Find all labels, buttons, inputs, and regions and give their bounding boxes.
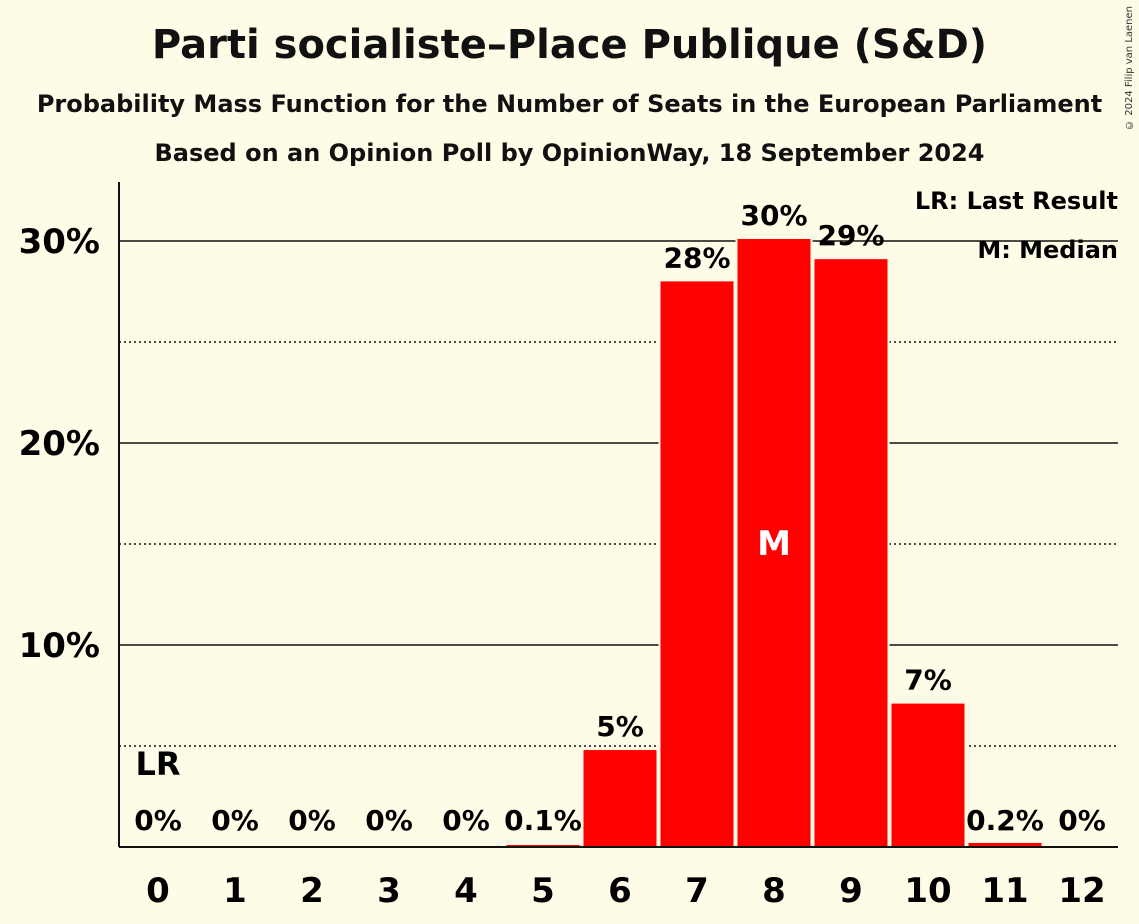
bar [891,703,965,847]
data-labels: 0% 0% 0% 0% 0% 0.1% 5% 28% 30% 29% 7% 0.2% 0% LR M [134,199,1106,837]
bar [968,842,1042,847]
x-tick-label: 3 [377,871,401,911]
data-label: 28% [663,241,730,274]
x-tick-label: 8 [762,871,786,911]
legend-last-result: LR: Last Result [915,187,1118,215]
bar [660,281,734,847]
x-tick-label: 9 [839,871,863,911]
data-label: 5% [596,710,644,743]
x-tick-label: 4 [454,871,478,911]
last-result-marker: LR [135,745,180,783]
data-label: 0% [211,804,259,837]
bar [814,259,888,847]
data-label: 7% [904,664,952,697]
data-label: 0% [442,804,490,837]
x-tick-label: 0 [146,871,170,911]
data-label: 0% [365,804,413,837]
data-label: 0% [134,804,182,837]
x-tick-label: 1 [223,871,247,911]
bars [504,236,1044,848]
chart-source-line: Based on an Opinion Poll by OpinionWay, … [154,139,985,167]
x-tick-label: 5 [531,871,555,911]
y-tick-label: 30% [19,222,100,262]
bar [506,844,580,847]
x-tick-label: 12 [1058,871,1105,911]
bar [737,238,811,848]
x-tick-label: 11 [981,871,1028,911]
legend-median: M: Median [977,236,1118,264]
x-tick-label: 10 [904,871,951,911]
data-label: 29% [817,219,884,252]
axes: 10%20%30%0 1 2 3 4 5 6 7 8 9 10 11 12 [19,182,1118,911]
chart-subtitle: Probability Mass Function for the Number… [36,90,1103,118]
bar [583,750,657,847]
data-label: 30% [740,199,807,232]
median-marker: M [757,524,791,564]
x-tick-label: 7 [685,871,709,911]
data-label: 0.2% [966,804,1044,837]
y-tick-label: 20% [19,424,100,464]
x-tick-label: 2 [300,871,324,911]
data-label: 0.1% [504,804,582,837]
grid-lines [119,240,1118,747]
data-label: 0% [288,804,336,837]
x-tick-label: 6 [608,871,632,911]
data-label: 0% [1058,804,1106,837]
y-tick-label: 10% [19,626,100,666]
chart-title: Parti socialiste–Place Publique (S&D) [151,22,988,68]
